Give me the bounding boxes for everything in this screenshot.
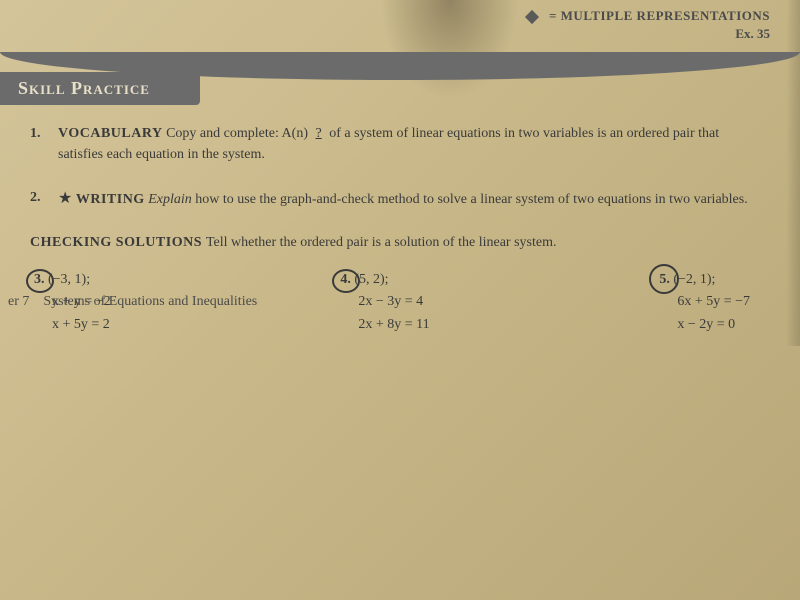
q1-number: 1. bbox=[30, 123, 41, 144]
page-footer: er 7 Systems of Equations and Inequaliti… bbox=[8, 294, 257, 310]
q2-label: WRITING bbox=[76, 192, 145, 207]
p3-number: 3. bbox=[34, 272, 48, 287]
q2-text: how to use the graph-and-check method to… bbox=[192, 192, 748, 207]
problem-5: 5. (−2, 1); 6x + 5y = −7 x − 2y = 0 bbox=[659, 269, 750, 336]
p3-eq2: x + 5y = 2 bbox=[34, 317, 110, 332]
q1-text-before: Copy and complete: A(n) bbox=[166, 126, 311, 141]
section-text: Tell whether the ordered pair is a solut… bbox=[206, 235, 556, 250]
p4-eq2: 2x + 8y = 11 bbox=[340, 317, 429, 332]
problem-4: 4. (5, 2); 2x − 3y = 4 2x + 8y = 11 bbox=[340, 269, 429, 336]
diamond-icon bbox=[525, 10, 539, 24]
q2-italic: Explain bbox=[148, 192, 192, 207]
top-header: = MULTIPLE REPRESENTATIONS bbox=[0, 0, 800, 28]
footer-title: Systems of Equations and Inequalities bbox=[43, 294, 257, 309]
p5-circle bbox=[649, 264, 679, 294]
header-main: = MULTIPLE REPRESENTATIONS bbox=[549, 8, 770, 23]
p4-number: 4. bbox=[340, 272, 354, 287]
question-2: 2. ★ WRITING Explain how to use the grap… bbox=[30, 187, 760, 211]
q1-label: VOCABULARY bbox=[58, 126, 163, 141]
p5-pair: (−2, 1); bbox=[673, 272, 715, 287]
section-header: CHECKING SOLUTIONS bbox=[30, 235, 202, 250]
p5-eq2: x − 2y = 0 bbox=[659, 317, 735, 332]
textbook-page: = MULTIPLE REPRESENTATIONS Ex. 35 Skill … bbox=[0, 0, 800, 346]
checking-solutions-section: CHECKING SOLUTIONS Tell whether the orde… bbox=[30, 233, 760, 251]
p3-circle bbox=[26, 269, 54, 293]
q1-blank: ? bbox=[312, 126, 326, 141]
p4-eq1: 2x − 3y = 4 bbox=[340, 294, 423, 309]
star-icon: ★ bbox=[58, 190, 72, 207]
header-sub: Ex. 35 bbox=[0, 26, 800, 42]
p5-number: 5. bbox=[659, 272, 673, 287]
question-1: 1. VOCABULARY Copy and complete: A(n) ? … bbox=[30, 123, 760, 165]
skill-practice-banner: Skill Practice bbox=[0, 72, 200, 105]
footer-chapter: er 7 bbox=[8, 294, 29, 309]
p4-circle bbox=[332, 269, 360, 293]
p5-eq1: 6x + 5y = −7 bbox=[659, 294, 750, 309]
p3-pair: (−3, 1); bbox=[48, 272, 90, 287]
q2-number: 2. bbox=[30, 187, 41, 208]
